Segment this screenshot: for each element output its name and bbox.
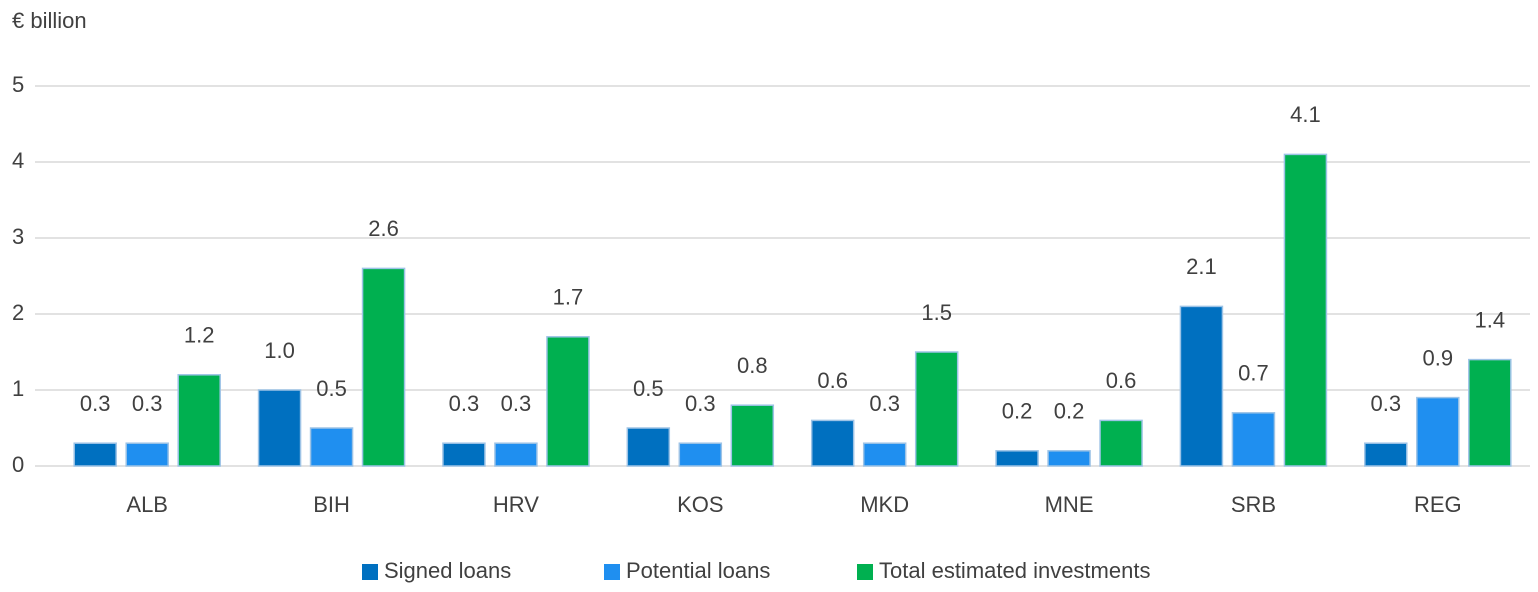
value-label: 0.3 — [501, 391, 532, 416]
value-label: 2.6 — [368, 216, 399, 241]
x-tick-label: MNE — [1045, 492, 1094, 517]
x-tick-label: SRB — [1231, 492, 1276, 517]
legend-swatch — [857, 564, 873, 580]
bar — [810, 419, 855, 467]
y-tick-label: 0 — [12, 452, 24, 477]
bar — [730, 404, 775, 467]
legend-label: Signed loans — [384, 558, 511, 583]
bar — [494, 442, 538, 467]
bar — [361, 267, 406, 467]
value-label: 0.3 — [132, 391, 163, 416]
value-label: 4.1 — [1290, 102, 1321, 127]
y-axis-label: € billion — [12, 8, 87, 33]
value-label: 0.9 — [1423, 345, 1454, 370]
bar — [309, 427, 354, 467]
value-label: 1.4 — [1475, 307, 1506, 332]
legend-label: Potential loans — [626, 558, 770, 583]
x-tick-label: REG — [1414, 492, 1462, 517]
bar — [125, 442, 169, 467]
value-label: 1.5 — [921, 300, 952, 325]
x-tick-label: ALB — [126, 492, 168, 517]
x-tick-label: BIH — [313, 492, 350, 517]
bar — [1099, 419, 1143, 467]
bar — [442, 442, 486, 467]
bar — [1231, 412, 1276, 467]
bar — [1283, 153, 1328, 467]
y-tick-label: 4 — [12, 148, 24, 173]
value-label: 0.7 — [1238, 361, 1269, 386]
value-label: 0.6 — [1106, 368, 1137, 393]
bar — [678, 442, 723, 467]
x-tick-label: MKD — [860, 492, 909, 517]
y-tick-label: 1 — [12, 376, 24, 401]
bar — [546, 336, 590, 467]
bar — [1364, 442, 1408, 467]
x-tick-label: HRV — [493, 492, 539, 517]
bar — [1416, 396, 1460, 467]
value-label: 0.5 — [633, 376, 664, 401]
value-label: 0.3 — [869, 391, 900, 416]
legend-label: Total estimated investments — [879, 558, 1150, 583]
x-tick-label: KOS — [677, 492, 723, 517]
bar — [914, 351, 959, 467]
value-label: 0.3 — [685, 391, 716, 416]
value-label: 1.0 — [264, 338, 295, 363]
bar — [1179, 305, 1224, 467]
value-label: 0.3 — [1371, 391, 1402, 416]
value-label: 0.3 — [80, 391, 111, 416]
value-label: 0.3 — [449, 391, 480, 416]
value-label: 0.5 — [316, 376, 347, 401]
value-label: 1.2 — [184, 323, 215, 348]
value-label: 1.7 — [553, 285, 584, 310]
bar — [1468, 358, 1512, 467]
bar — [73, 442, 117, 467]
bar — [995, 450, 1039, 467]
value-label: 0.2 — [1054, 399, 1085, 424]
value-label: 0.8 — [737, 353, 768, 378]
y-tick-label: 2 — [12, 300, 24, 325]
legend-swatch — [604, 564, 620, 580]
bar — [1047, 450, 1091, 467]
bar — [626, 427, 671, 467]
value-label: 0.6 — [817, 368, 848, 393]
bar — [257, 389, 302, 467]
bar — [177, 374, 221, 467]
value-label: 2.1 — [1186, 254, 1217, 279]
y-tick-label: 3 — [12, 224, 24, 249]
legend-swatch — [362, 564, 378, 580]
bar — [862, 442, 907, 467]
y-tick-label: 5 — [12, 72, 24, 97]
value-label: 0.2 — [1002, 399, 1033, 424]
